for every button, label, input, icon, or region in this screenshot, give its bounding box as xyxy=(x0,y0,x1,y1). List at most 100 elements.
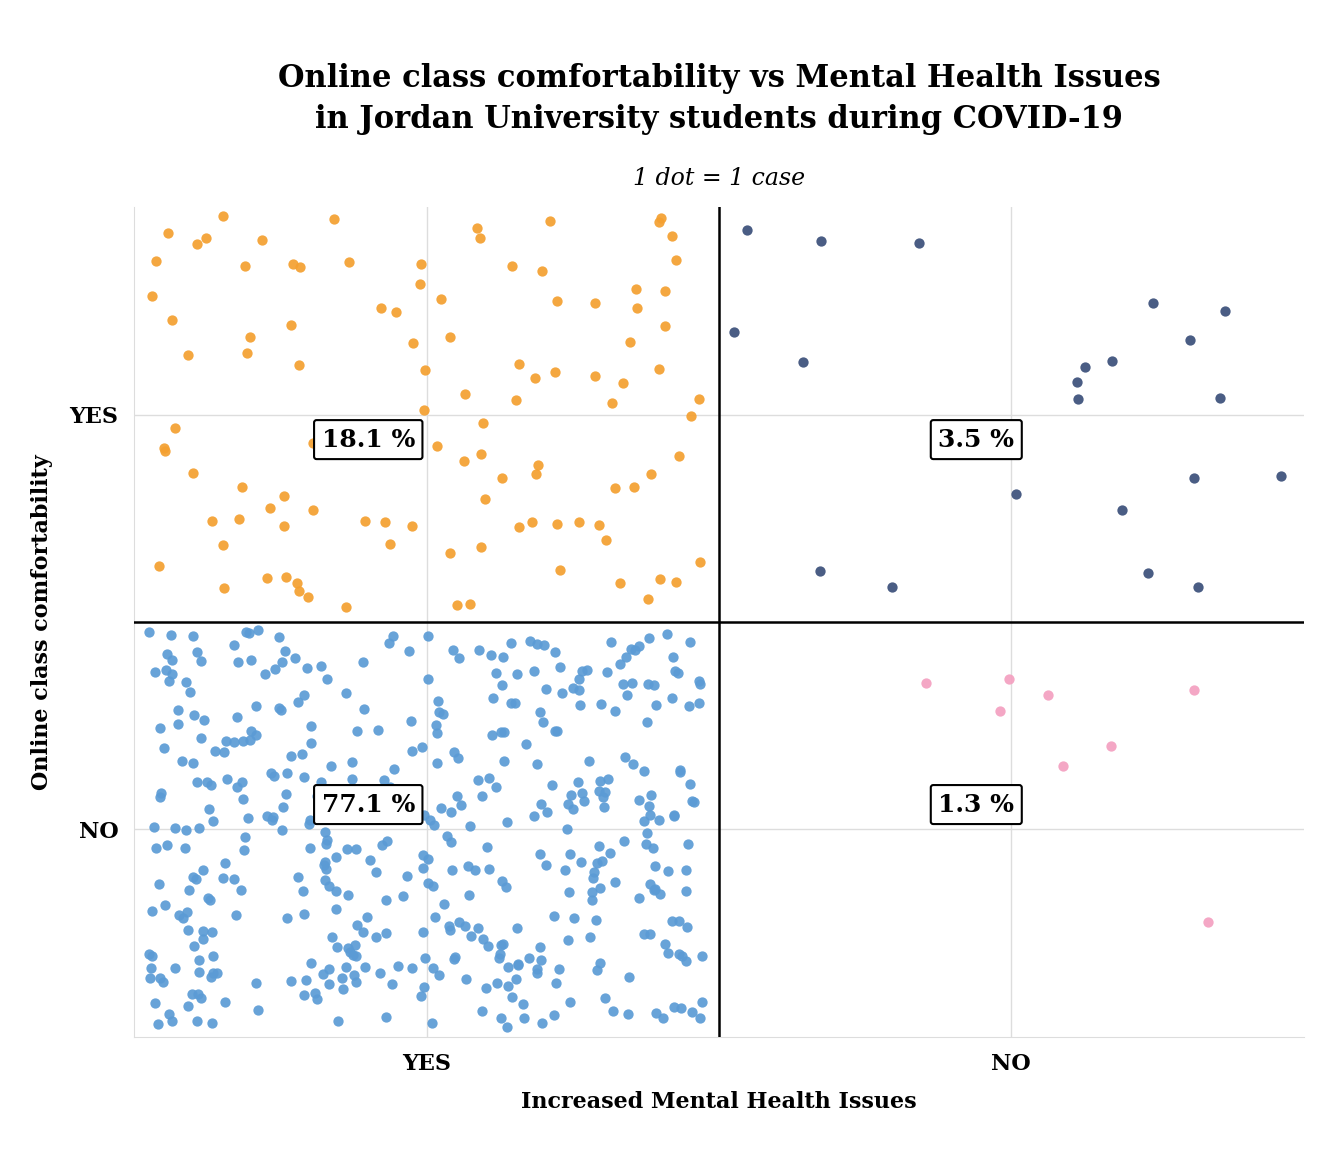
Point xyxy=(589,782,610,801)
Point xyxy=(478,768,500,787)
Point xyxy=(546,515,567,533)
Point xyxy=(497,957,519,976)
Point xyxy=(382,976,403,994)
Point xyxy=(314,859,336,878)
Point xyxy=(625,642,646,660)
Point xyxy=(402,334,423,353)
Point xyxy=(417,670,438,689)
Point xyxy=(558,931,579,949)
Point xyxy=(367,721,388,740)
Point xyxy=(386,303,407,321)
Point xyxy=(500,634,521,652)
Point xyxy=(563,909,585,927)
Point xyxy=(570,852,591,871)
Point xyxy=(183,869,204,887)
Point xyxy=(345,947,367,965)
Point xyxy=(1066,373,1087,392)
Point xyxy=(187,643,208,661)
Point xyxy=(793,353,814,371)
Point xyxy=(997,669,1019,688)
Point xyxy=(532,636,554,654)
Point xyxy=(204,742,226,760)
Point xyxy=(231,478,253,497)
Point xyxy=(183,627,204,645)
Text: 18.1 %: 18.1 % xyxy=(321,427,415,452)
Point xyxy=(663,808,684,826)
Point xyxy=(288,867,309,886)
Point xyxy=(628,637,649,655)
Point xyxy=(589,879,610,897)
Point xyxy=(426,753,448,772)
Point xyxy=(187,1011,208,1030)
Point xyxy=(269,628,290,646)
Point xyxy=(413,858,434,877)
Point xyxy=(269,698,290,717)
Point xyxy=(589,772,610,790)
Point xyxy=(410,256,431,274)
Point xyxy=(539,211,560,229)
Point xyxy=(527,456,548,475)
Point xyxy=(1270,467,1292,485)
Point xyxy=(621,674,642,692)
Point xyxy=(589,515,610,533)
Point xyxy=(190,988,211,1007)
Point xyxy=(601,394,622,412)
Point xyxy=(175,840,196,858)
Point xyxy=(667,664,688,682)
Point xyxy=(466,919,488,938)
Point xyxy=(161,627,183,645)
Point xyxy=(356,908,378,926)
Point xyxy=(192,930,214,948)
Point xyxy=(168,700,190,719)
Point xyxy=(644,856,665,874)
Point xyxy=(181,463,203,482)
Point xyxy=(159,672,180,690)
Point xyxy=(241,721,262,740)
Point xyxy=(335,598,356,616)
Point xyxy=(605,702,626,720)
Point xyxy=(313,855,335,873)
Point xyxy=(247,1001,269,1020)
Point xyxy=(909,234,930,252)
Point xyxy=(438,920,460,939)
Point xyxy=(671,999,692,1017)
Point xyxy=(491,1009,512,1028)
Point xyxy=(141,287,163,305)
Point xyxy=(410,987,431,1006)
Point xyxy=(300,734,321,752)
Point xyxy=(481,726,503,744)
Point xyxy=(259,764,281,782)
Point xyxy=(202,1014,223,1032)
Point xyxy=(661,689,683,707)
Point xyxy=(310,773,332,791)
Point xyxy=(504,694,526,712)
Point xyxy=(665,251,687,270)
Point xyxy=(915,674,937,692)
Point xyxy=(263,659,285,677)
Point xyxy=(470,538,492,556)
Point xyxy=(293,881,314,900)
Point xyxy=(477,937,499,955)
Point xyxy=(312,965,333,984)
Point xyxy=(612,675,633,694)
Point xyxy=(638,629,660,647)
Point xyxy=(144,818,165,836)
Point xyxy=(530,844,551,863)
Point xyxy=(491,935,512,954)
Point xyxy=(325,900,347,918)
Point xyxy=(181,985,203,1003)
Point xyxy=(544,363,566,381)
Point xyxy=(634,835,656,854)
Point xyxy=(288,692,309,711)
Point xyxy=(195,229,216,248)
Point xyxy=(379,535,401,553)
Point xyxy=(379,778,401,796)
Point xyxy=(689,553,711,571)
Point xyxy=(306,990,328,1008)
Point xyxy=(314,852,336,871)
Point xyxy=(655,935,676,954)
Point xyxy=(155,442,176,461)
Point xyxy=(664,805,685,824)
Point xyxy=(649,885,671,903)
Point xyxy=(164,819,185,838)
